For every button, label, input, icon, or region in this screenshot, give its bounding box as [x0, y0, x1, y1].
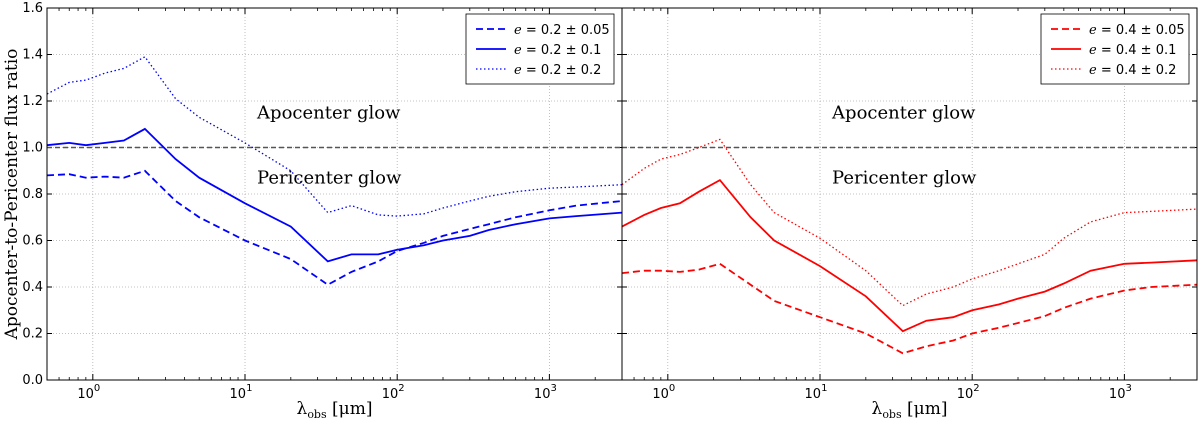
axes-frame: [621, 7, 1198, 381]
series-line: [46, 169, 623, 286]
y-tick-label: 0.0: [22, 373, 43, 388]
x-tick-label: 103: [1109, 383, 1132, 402]
legend-label: e = 0.2 ± 0.1: [514, 43, 601, 58]
legend: e = 0.4 ± 0.05 e = 0.4 ± 0.1 e = 0.4 ± 0.2: [1040, 13, 1190, 85]
series-line: [621, 262, 1198, 355]
y-tick-label: 0.2: [22, 327, 43, 342]
legend: e = 0.2 ± 0.05 e = 0.2 ± 0.1 e = 0.2 ± 0.2: [465, 13, 615, 85]
series-line: [46, 55, 623, 217]
y-tick-label: 1.6: [22, 1, 43, 16]
series-line: [621, 178, 1198, 333]
y-tick-label: 1.2: [22, 94, 43, 109]
x-tick-label: 101: [805, 383, 828, 402]
panel-right: 100 101 102 103 Apocenter glow Pericenter glo…: [621, 7, 1198, 421]
legend-label: e = 0.4 ± 0.05: [1089, 23, 1185, 38]
x-tick-label: 102: [382, 383, 405, 402]
annotation: Apocenter glow: [831, 103, 976, 124]
y-axis-label: Apocenter-to-Pericenter flux ratio: [2, 49, 22, 341]
y-tick-label: 0.6: [22, 234, 43, 249]
x-axis-label: λobs [μm]: [872, 399, 948, 421]
y-tick-label: 0.8: [22, 187, 43, 202]
annotation: Apocenter glow: [256, 103, 401, 124]
y-tick-label: 1.0: [22, 141, 43, 156]
x-tick-label: 100: [652, 383, 675, 402]
legend-label: e = 0.4 ± 0.2: [1089, 63, 1176, 78]
panel-left: 100 101 102 103 0.0 0.2 0.4 0.6 0.8 1.0 1.2 1.4 1.6 A…: [2, 1, 623, 421]
legend-label: e = 0.4 ± 0.1: [1089, 43, 1176, 58]
legend-label: e = 0.2 ± 0.05: [514, 23, 610, 38]
x-tick-label: 100: [77, 383, 100, 402]
series-line: [621, 138, 1198, 307]
x-tick-label: 103: [534, 383, 557, 402]
y-tick-label: 0.4: [22, 280, 43, 295]
x-tick-label: 101: [230, 383, 253, 402]
legend-label: e = 0.2 ± 0.2: [514, 63, 601, 78]
legend-box: [1040, 13, 1190, 85]
x-tick-label: 102: [957, 383, 980, 402]
annotation: Pericenter glow: [832, 168, 977, 189]
y-tick-label: 1.4: [22, 48, 43, 63]
series-line: [46, 127, 623, 263]
x-axis-label: λobs [μm]: [297, 399, 373, 421]
annotation: Pericenter glow: [257, 168, 402, 189]
